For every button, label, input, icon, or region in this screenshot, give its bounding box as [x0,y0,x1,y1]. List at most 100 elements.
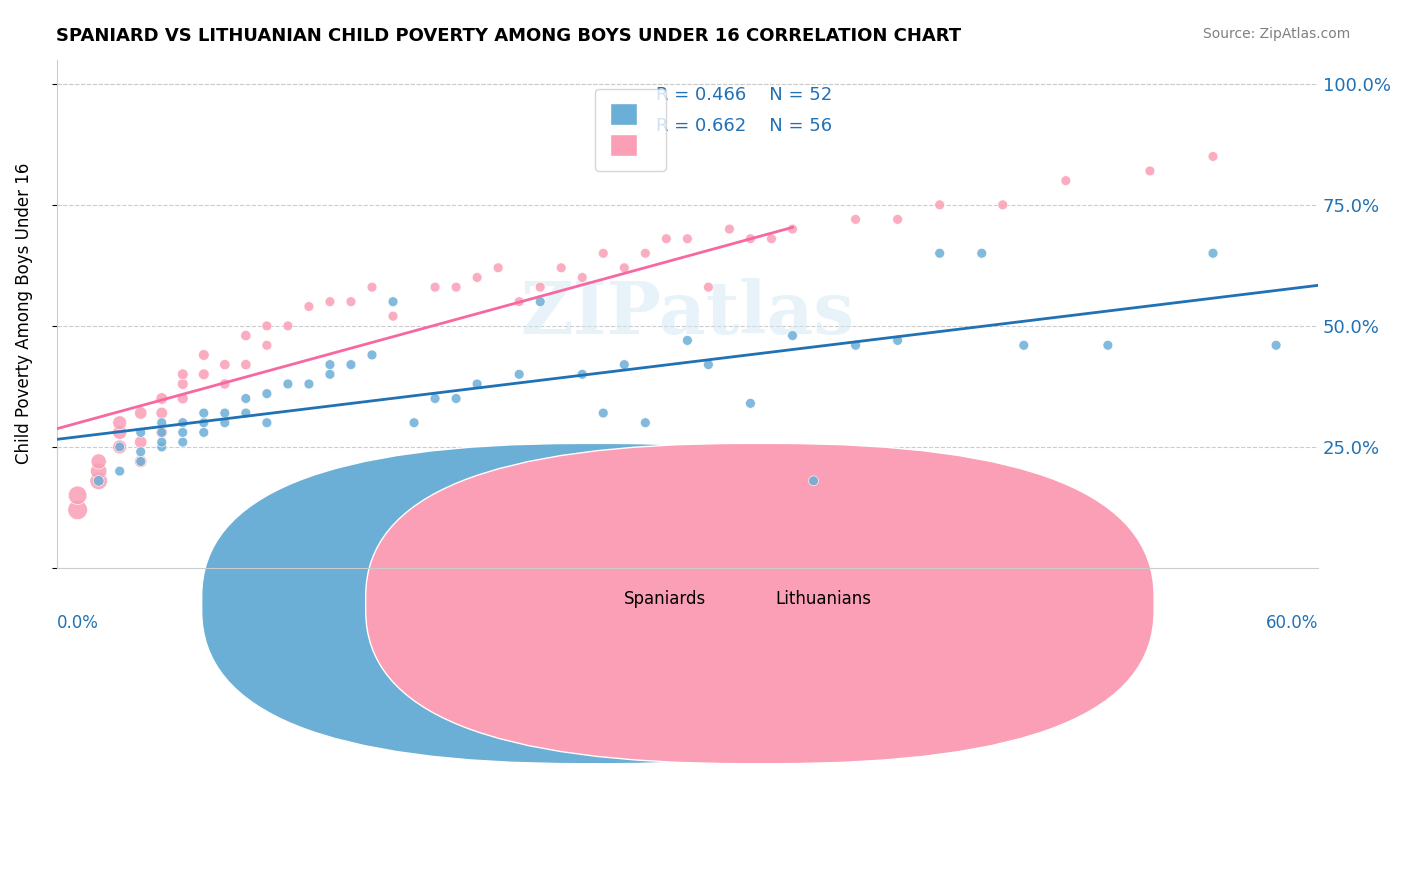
Point [214,406,236,420]
Text: Lithuanians: Lithuanians [776,590,872,607]
Point [361,348,384,362]
Point [529,294,551,309]
Text: R = 0.466    N = 52: R = 0.466 N = 52 [655,87,832,104]
Point [87,474,110,488]
Legend: , : , [596,89,666,171]
Point [129,454,152,468]
Point [382,294,405,309]
Point [66,503,89,517]
Point [172,416,194,430]
Point [129,406,152,420]
Point [235,406,257,420]
Point [465,376,488,391]
Point [928,246,950,260]
Point [129,454,152,468]
Point [66,488,89,502]
Point [214,358,236,372]
Point [928,198,950,212]
Point [782,328,804,343]
Point [256,338,278,352]
Point [129,444,152,458]
Point [886,334,908,348]
Point [150,440,173,454]
Point [592,246,614,260]
FancyBboxPatch shape [201,443,990,764]
Point [150,425,173,440]
Point [613,260,636,275]
Point [1202,149,1225,163]
Point [319,368,342,382]
Point [340,358,363,372]
Point [361,280,384,294]
Point [529,280,551,294]
Point [193,368,215,382]
Point [87,464,110,478]
Point [803,474,825,488]
Point [108,464,131,478]
Point [172,376,194,391]
Point [108,440,131,454]
Point [634,416,657,430]
Point [676,334,699,348]
Text: R = 0.662    N = 56: R = 0.662 N = 56 [655,117,832,135]
Point [571,368,593,382]
Point [571,270,593,285]
Point [193,425,215,440]
Point [634,246,657,260]
Point [740,396,762,410]
Point [87,474,110,488]
Text: 0.0%: 0.0% [56,614,98,632]
Point [1202,246,1225,260]
Point [1012,338,1035,352]
Point [550,260,572,275]
Point [214,416,236,430]
Point [172,368,194,382]
Point [991,198,1014,212]
Point [277,376,299,391]
Point [193,406,215,420]
Point [235,392,257,406]
Text: Spaniards: Spaniards [624,590,707,607]
Point [592,406,614,420]
Point [676,232,699,246]
Point [108,440,131,454]
Point [970,246,993,260]
Point [740,232,762,246]
Text: 60.0%: 60.0% [1265,614,1319,632]
Text: ZIPatlas: ZIPatlas [520,278,855,350]
Point [782,222,804,236]
Point [256,386,278,401]
FancyBboxPatch shape [366,443,1154,764]
Point [193,416,215,430]
Point [150,406,173,420]
Point [761,232,783,246]
Point [150,416,173,430]
Point [150,392,173,406]
Point [319,358,342,372]
Point [1097,338,1119,352]
Point [845,338,868,352]
Text: Source: ZipAtlas.com: Source: ZipAtlas.com [1202,27,1350,41]
Point [277,318,299,333]
Point [613,358,636,372]
Point [1054,174,1077,188]
Point [172,435,194,450]
Point [150,435,173,450]
Point [444,392,467,406]
Point [382,309,405,323]
Point [150,425,173,440]
Point [256,416,278,430]
Y-axis label: Child Poverty Among Boys Under 16: Child Poverty Among Boys Under 16 [15,163,32,465]
Point [235,328,257,343]
Point [486,260,509,275]
Point [886,212,908,227]
Point [256,318,278,333]
Point [402,416,425,430]
Point [655,232,678,246]
Point [108,425,131,440]
Point [129,425,152,440]
Point [697,280,720,294]
Point [508,368,530,382]
Point [1265,338,1288,352]
Point [697,358,720,372]
